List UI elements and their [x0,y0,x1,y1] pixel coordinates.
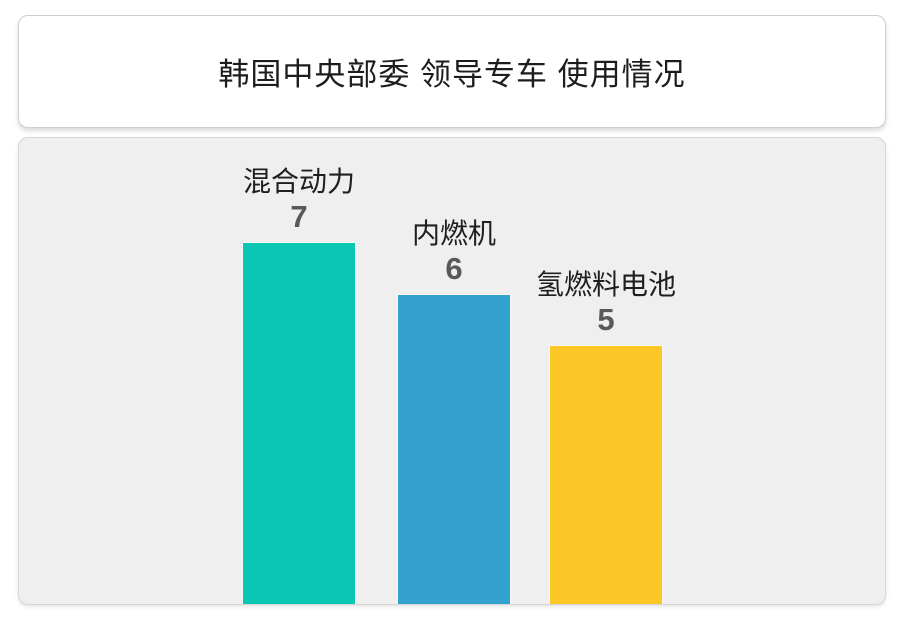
bar-category-label: 混合动力 [243,166,356,198]
bar-category-label: 内燃机 [411,218,496,250]
bar-value-label: 7 [290,198,308,234]
bar-category-label: 氢燃料电池 [536,269,677,301]
bar-hybrid [243,243,355,604]
bar-group-hybrid: 混合动力 7 [243,166,356,604]
bar-value-label: 6 [445,250,463,286]
bar-group-hydrogen: 氢燃料电池 5 [536,269,676,604]
bar-value-label: 5 [597,301,615,337]
chart-title: 韩国中央部委 领导专车 使用情况 [218,57,686,92]
bar-group-combustion: 内燃机 6 [398,218,510,604]
title-card: 韩国中央部委 领导专车 使用情况 [18,15,886,128]
chart-panel: 混合动力 7 内燃机 6 氢燃料电池 5 [18,137,886,605]
bar-hydrogen [550,346,662,604]
bar-combustion [398,295,510,604]
